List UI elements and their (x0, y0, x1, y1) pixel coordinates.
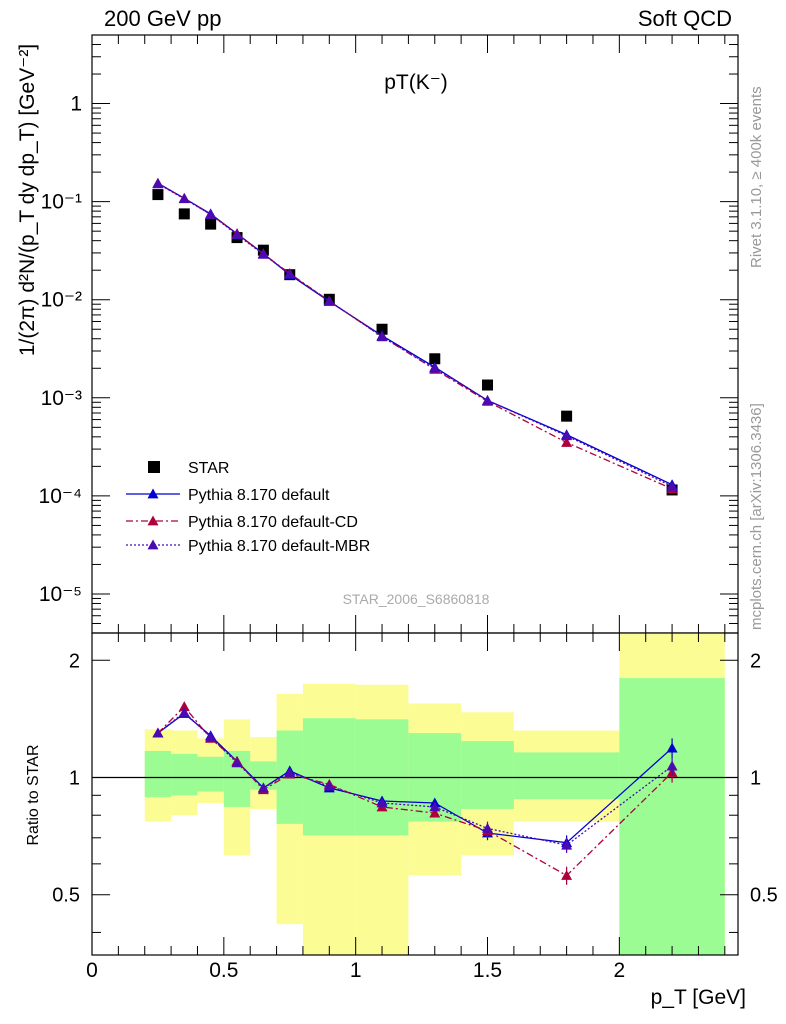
series-point-dotted (323, 295, 335, 306)
series-point-dotted (561, 430, 573, 441)
uncertainty-band-inner (513, 752, 620, 800)
y-tick-label: 1 (70, 93, 82, 116)
uncertainty-band-inner (171, 753, 198, 796)
y-tick-label: 10⁻⁵ (39, 583, 82, 606)
legend-marker-dotted (147, 539, 159, 550)
series-point-dashdot (561, 437, 573, 447)
spectrum-plot-area (152, 177, 678, 496)
series-point-dotted (152, 178, 164, 189)
ratio-y-tick-label-left: 2 (69, 650, 80, 672)
ratio-y-tick-label-left: 1 (69, 767, 80, 789)
star-data-point (205, 218, 217, 230)
x-tick-label: 0 (86, 959, 98, 982)
ratio-y-tick-label-right: 2 (750, 650, 761, 672)
analysis-watermark: STAR_2006_S6860818 (343, 591, 490, 607)
legend-label: Pythia 8.170 default-CD (188, 514, 358, 531)
legend-marker-dashdot (147, 515, 159, 526)
ratio-plot-area (92, 633, 738, 955)
series-point-dotted (231, 229, 243, 240)
series-point-dotted (205, 208, 217, 219)
ratio-point-solid (666, 742, 678, 753)
ratio-frame (91, 632, 739, 956)
legend-marker-solid (147, 488, 159, 499)
star-data-point (178, 208, 190, 220)
ratio-point-dotted (666, 760, 678, 771)
series-point-dotted (482, 394, 494, 405)
uncertainty-band-inner (197, 756, 224, 792)
series-line-dashdot (157, 182, 673, 490)
series-point-dotted (429, 362, 441, 373)
x-tick-label: 2 (614, 959, 626, 982)
ratio-point-dotted (257, 782, 269, 793)
uncertainty-band-inner (144, 750, 172, 798)
ratio-point-dashdot (561, 870, 573, 880)
ratio-line-solid (157, 712, 673, 844)
ratio-point-dashdot (178, 701, 190, 712)
legend-marker-star (148, 461, 160, 473)
ratio-point-dotted (429, 801, 441, 812)
series-point-dotted (178, 193, 190, 204)
series-point-dotted (257, 248, 269, 259)
star-data-point (482, 379, 494, 391)
ratio-line-dashdot (157, 705, 673, 877)
series-point-dotted (284, 268, 296, 279)
y-axis-title: 1/(2π) d²N/(p_T dy dp_T) [GeV⁻²] (16, 44, 39, 356)
star-data-point (429, 353, 441, 365)
ratio-point-dashdot (429, 807, 441, 818)
x-tick-label: 0.5 (209, 959, 238, 982)
x-tick-label: 1.5 (473, 959, 502, 982)
x-axis-title: p_T [GeV] (651, 986, 746, 1009)
series-line-solid (157, 182, 673, 486)
spectrum-panel: 1 10⁻¹ 10⁻² 10⁻³ 10⁻⁴ 10⁻⁵ pT(K⁻) STAR_2006_S68… (16, 34, 739, 634)
ratio-point-dotted (205, 731, 217, 742)
y-tick-label: 10⁻⁴ (39, 485, 82, 508)
ratio-point-dotted (231, 757, 243, 768)
ratio-axis-title: Ratio to STAR (25, 744, 42, 845)
ratio-point-dotted (561, 839, 573, 850)
star-data-point (152, 189, 164, 201)
ratio-point-dotted (376, 797, 388, 808)
chart-title: pT(K⁻) (384, 71, 448, 94)
legend-label: STAR (188, 460, 229, 477)
series-point-dotted (666, 480, 678, 491)
ratio-y-tick-label-left: 0.5 (52, 885, 80, 907)
series-point-dotted (376, 331, 388, 342)
ratio-point-dotted (323, 780, 335, 791)
uncertainty-band-inner (619, 678, 725, 955)
ratio-point-dotted (152, 727, 164, 738)
star-data-point (376, 323, 388, 335)
ratio-y-tick-label-right: 0.5 (750, 885, 778, 907)
ratio-point-dotted (482, 822, 494, 833)
y-tick-label: 10⁻² (41, 289, 82, 312)
uncertainty-band-inner (461, 741, 514, 809)
ratio-panel: 0.5 0.5 1 1 2 2 0 0.5 1 1.5 2 p_T [GeV] Ratio to STA… (25, 632, 778, 1009)
legend-label: Pythia 8.170 default-MBR (188, 538, 370, 555)
legend-label: Pythia 8.170 default (188, 487, 330, 504)
ratio-point-dotted (284, 766, 296, 777)
star-data-point (561, 410, 573, 422)
ratio-y-tick-label-right: 1 (750, 767, 761, 789)
y-tick-label: 10⁻¹ (41, 191, 82, 214)
ratio-point-dotted (178, 706, 190, 717)
header-right: Soft QCD (637, 6, 732, 31)
header-left: 200 GeV pp (104, 6, 222, 31)
series-line-dotted (157, 183, 673, 487)
x-tick-label: 1 (350, 959, 362, 982)
y-tick-label: 10⁻³ (41, 387, 82, 410)
uncertainty-band-inner (302, 718, 356, 836)
